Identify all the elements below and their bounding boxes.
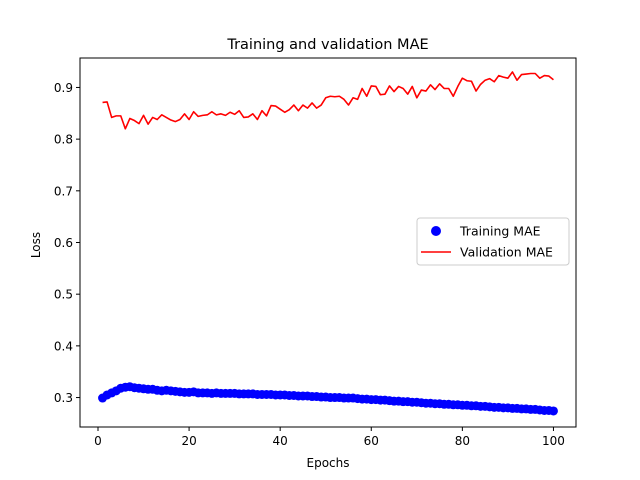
plot-frame <box>79 57 577 428</box>
x-axis: 0 20 40 60 80 100 <box>94 427 565 448</box>
y-axis-label: Loss <box>29 232 43 258</box>
y-tick-label: 0.8 <box>54 133 73 147</box>
validation-mae-line <box>102 71 554 130</box>
x-tick-label: 60 <box>364 434 379 448</box>
legend: Training MAE Validation MAE <box>416 217 570 266</box>
y-tick-label: 0.9 <box>54 81 73 95</box>
training-mae-point <box>548 406 558 416</box>
legend-marker-training <box>431 226 441 236</box>
x-tick-label: 40 <box>273 434 288 448</box>
x-tick-label: 100 <box>542 434 565 448</box>
x-tick-label: 80 <box>455 434 470 448</box>
legend-label-training: Training MAE <box>459 224 541 239</box>
legend-label-validation: Validation MAE <box>460 245 553 260</box>
legend-frame <box>416 217 570 266</box>
x-tick-label: 0 <box>94 434 102 448</box>
x-axis-label: Epochs <box>307 456 350 470</box>
y-axis: 0.3 0.4 0.5 0.6 0.7 0.8 0.9 <box>54 81 80 405</box>
y-tick-label: 0.3 <box>54 391 73 405</box>
x-tick-label: 20 <box>181 434 196 448</box>
y-tick-label: 0.7 <box>54 184 73 198</box>
y-tick-label: 0.4 <box>54 339 73 353</box>
plot-area <box>98 71 558 416</box>
y-tick-label: 0.6 <box>54 236 73 250</box>
y-tick-label: 0.5 <box>54 288 73 302</box>
chart-title: Training and validation MAE <box>226 37 428 53</box>
